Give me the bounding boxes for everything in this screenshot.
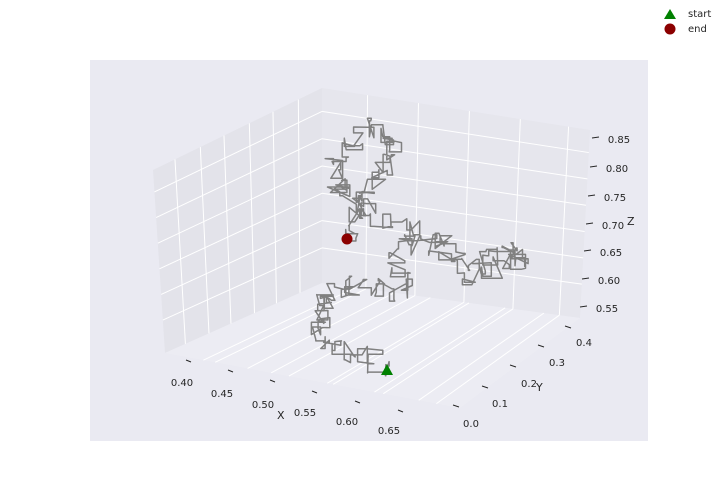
walk-path — [310, 117, 529, 377]
z-tick-labels: 0.55 0.60 0.65 0.70 0.75 0.80 0.85 — [596, 135, 630, 315]
x-tick-label: 0.50 — [252, 400, 274, 411]
tick-marks — [185, 136, 600, 413]
z-tick-label: 0.70 — [602, 221, 624, 232]
x-tick-label: 0.45 — [211, 389, 233, 400]
z-axis-label: Z — [627, 215, 635, 228]
y-tick-label: 0.4 — [576, 338, 592, 349]
floor-pane — [165, 283, 580, 408]
x-tick-label: 0.65 — [378, 426, 400, 437]
z-tick-label: 0.75 — [604, 193, 626, 204]
legend: start end — [664, 9, 711, 35]
y-axis-label: Y — [535, 381, 543, 394]
z-tick-label: 0.85 — [608, 135, 630, 146]
end-marker — [341, 233, 353, 245]
z-tick-label: 0.55 — [596, 304, 618, 315]
x-tick-label: 0.60 — [336, 417, 358, 428]
y-tick-labels: 0.0 0.1 0.2 0.3 0.4 — [463, 338, 592, 430]
z-tick-label: 0.60 — [598, 276, 620, 287]
z-tick-label: 0.80 — [606, 164, 628, 175]
grid — [154, 95, 589, 405]
x-tick-label: 0.55 — [294, 408, 316, 419]
x-tick-label: 0.40 — [171, 378, 193, 389]
z-tick-label: 0.65 — [600, 248, 622, 259]
legend-end-icon — [664, 23, 676, 35]
y-tick-label: 0.2 — [521, 379, 537, 390]
y-tick-label: 0.3 — [549, 358, 565, 369]
y-tick-label: 0.1 — [492, 399, 508, 410]
left-pane — [153, 88, 322, 353]
legend-start-icon — [664, 9, 676, 19]
x-tick-labels: 0.40 0.45 0.50 0.55 0.60 0.65 — [171, 378, 400, 437]
x-axis-label: X — [277, 409, 285, 422]
legend-end-label: end — [688, 24, 707, 35]
legend-start-label: start — [688, 9, 711, 20]
y-tick-label: 0.0 — [463, 419, 479, 430]
start-marker — [381, 364, 393, 375]
